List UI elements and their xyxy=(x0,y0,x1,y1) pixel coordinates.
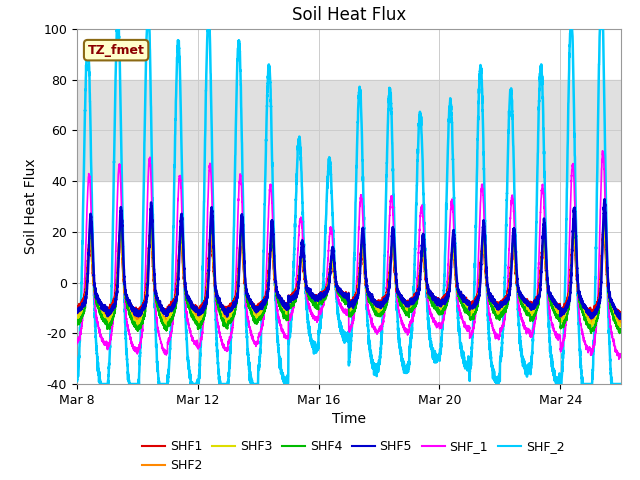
SHF4 xyxy=(73,321,81,327)
SHF3 xyxy=(600,225,607,230)
SHF_1 xyxy=(95,324,102,330)
SHF_2 xyxy=(397,351,404,357)
SHF5 xyxy=(617,311,625,317)
Line: SHF4: SHF4 xyxy=(77,218,621,334)
SHF_2 xyxy=(611,381,618,387)
SHF_2 xyxy=(95,372,102,378)
SHF3 xyxy=(611,313,618,319)
SHF4 xyxy=(611,319,618,325)
SHF3 xyxy=(73,312,81,318)
SHF2 xyxy=(397,298,404,303)
SHF1 xyxy=(170,296,178,302)
SHF1 xyxy=(173,270,181,276)
X-axis label: Time: Time xyxy=(332,412,366,426)
SHF3 xyxy=(617,321,625,327)
SHF_1 xyxy=(170,302,178,308)
SHF1 xyxy=(73,303,81,309)
SHF3 xyxy=(587,326,595,332)
SHF_1 xyxy=(173,216,181,221)
SHF1 xyxy=(397,294,404,300)
SHF1 xyxy=(617,311,625,317)
Line: SHF_2: SHF_2 xyxy=(77,29,621,384)
SHF2 xyxy=(95,303,102,309)
SHF5 xyxy=(73,307,81,313)
SHF4 xyxy=(173,288,181,293)
SHF4 xyxy=(170,308,178,314)
SHF4 xyxy=(95,308,102,314)
SHF_2 xyxy=(170,173,178,179)
SHF5 xyxy=(95,297,102,302)
SHF3 xyxy=(255,311,263,317)
SHF1 xyxy=(255,302,263,308)
SHF1 xyxy=(599,226,607,232)
SHF_1 xyxy=(255,333,263,338)
SHF4 xyxy=(397,300,404,306)
SHF5 xyxy=(255,305,263,311)
SHF_1 xyxy=(73,341,81,347)
SHF1 xyxy=(95,300,102,305)
SHF3 xyxy=(95,303,102,309)
SHF3 xyxy=(397,300,404,305)
SHF4 xyxy=(600,215,608,221)
SHF_2 xyxy=(113,26,121,32)
SHF_1 xyxy=(617,351,625,357)
SHF_1 xyxy=(615,356,623,362)
SHF_2 xyxy=(617,381,625,387)
SHF5 xyxy=(397,293,404,299)
SHF2 xyxy=(255,310,263,316)
SHF1 xyxy=(587,313,595,319)
Y-axis label: Soil Heat Flux: Soil Heat Flux xyxy=(24,158,38,254)
SHF_2 xyxy=(173,46,181,51)
SHF2 xyxy=(170,302,178,308)
SHF4 xyxy=(617,329,625,335)
SHF4 xyxy=(616,331,623,336)
Line: SHF_1: SHF_1 xyxy=(77,151,621,359)
SHF2 xyxy=(615,324,623,329)
SHF5 xyxy=(611,304,618,310)
SHF2 xyxy=(617,322,625,327)
SHF_1 xyxy=(598,148,606,154)
SHF_2 xyxy=(96,381,104,387)
SHF3 xyxy=(173,282,181,288)
Title: Soil Heat Flux: Soil Heat Flux xyxy=(292,6,406,24)
SHF2 xyxy=(600,227,607,233)
SHF2 xyxy=(173,281,181,287)
SHF5 xyxy=(616,316,623,322)
Bar xyxy=(77,80,621,181)
Line: SHF1: SHF1 xyxy=(77,229,621,316)
SHF2 xyxy=(73,312,81,318)
SHF_1 xyxy=(397,313,404,319)
SHF_2 xyxy=(73,377,81,383)
Line: SHF5: SHF5 xyxy=(77,199,621,319)
SHF5 xyxy=(173,292,181,298)
SHF_2 xyxy=(255,361,263,367)
SHF2 xyxy=(611,312,618,317)
Line: SHF3: SHF3 xyxy=(77,228,621,329)
SHF5 xyxy=(601,196,609,202)
SHF5 xyxy=(170,301,178,307)
SHF4 xyxy=(255,316,263,322)
Legend: SHF1, SHF2, SHF3, SHF4, SHF5, SHF_1, SHF_2: SHF1, SHF2, SHF3, SHF4, SHF5, SHF_1, SHF… xyxy=(138,435,570,477)
SHF_1 xyxy=(611,344,618,349)
SHF1 xyxy=(611,306,618,312)
Line: SHF2: SHF2 xyxy=(77,230,621,326)
Text: TZ_fmet: TZ_fmet xyxy=(88,44,145,57)
SHF3 xyxy=(170,306,178,312)
